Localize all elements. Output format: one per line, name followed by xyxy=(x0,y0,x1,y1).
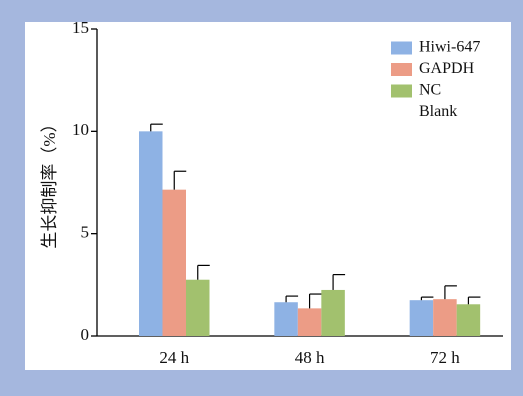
legend-label: Hiwi-647 xyxy=(419,39,480,56)
bar xyxy=(297,308,322,336)
bar xyxy=(433,299,457,336)
bar xyxy=(139,131,163,336)
x-tick-label: 72 h xyxy=(430,348,460,367)
legend-swatch xyxy=(391,84,412,98)
bar xyxy=(274,302,298,336)
y-axis-label-group: 生长抑制率（%） xyxy=(40,115,59,248)
bar xyxy=(321,289,345,336)
y-tick-label: 0 xyxy=(81,325,90,344)
x-tick-label: 24 h xyxy=(159,348,189,367)
legend: Hiwi-647 GAPDH NC Blank xyxy=(391,39,480,120)
bar xyxy=(186,279,210,336)
y-axis-label: 生长抑制率（%） xyxy=(40,115,59,248)
legend-label: GAPDH xyxy=(419,60,475,77)
bar xyxy=(162,189,186,336)
bar xyxy=(456,304,481,336)
bar xyxy=(409,300,434,336)
x-tick-label: 48 h xyxy=(295,348,325,367)
legend-label: NC xyxy=(419,82,441,99)
legend-label: Blank xyxy=(419,103,457,120)
y-tick-label: 5 xyxy=(81,223,90,242)
bars xyxy=(139,123,481,336)
y-tick-label: 15 xyxy=(72,18,89,37)
y-tick-label: 10 xyxy=(72,120,89,139)
legend-swatch xyxy=(391,41,412,55)
legend-swatch xyxy=(391,63,412,76)
